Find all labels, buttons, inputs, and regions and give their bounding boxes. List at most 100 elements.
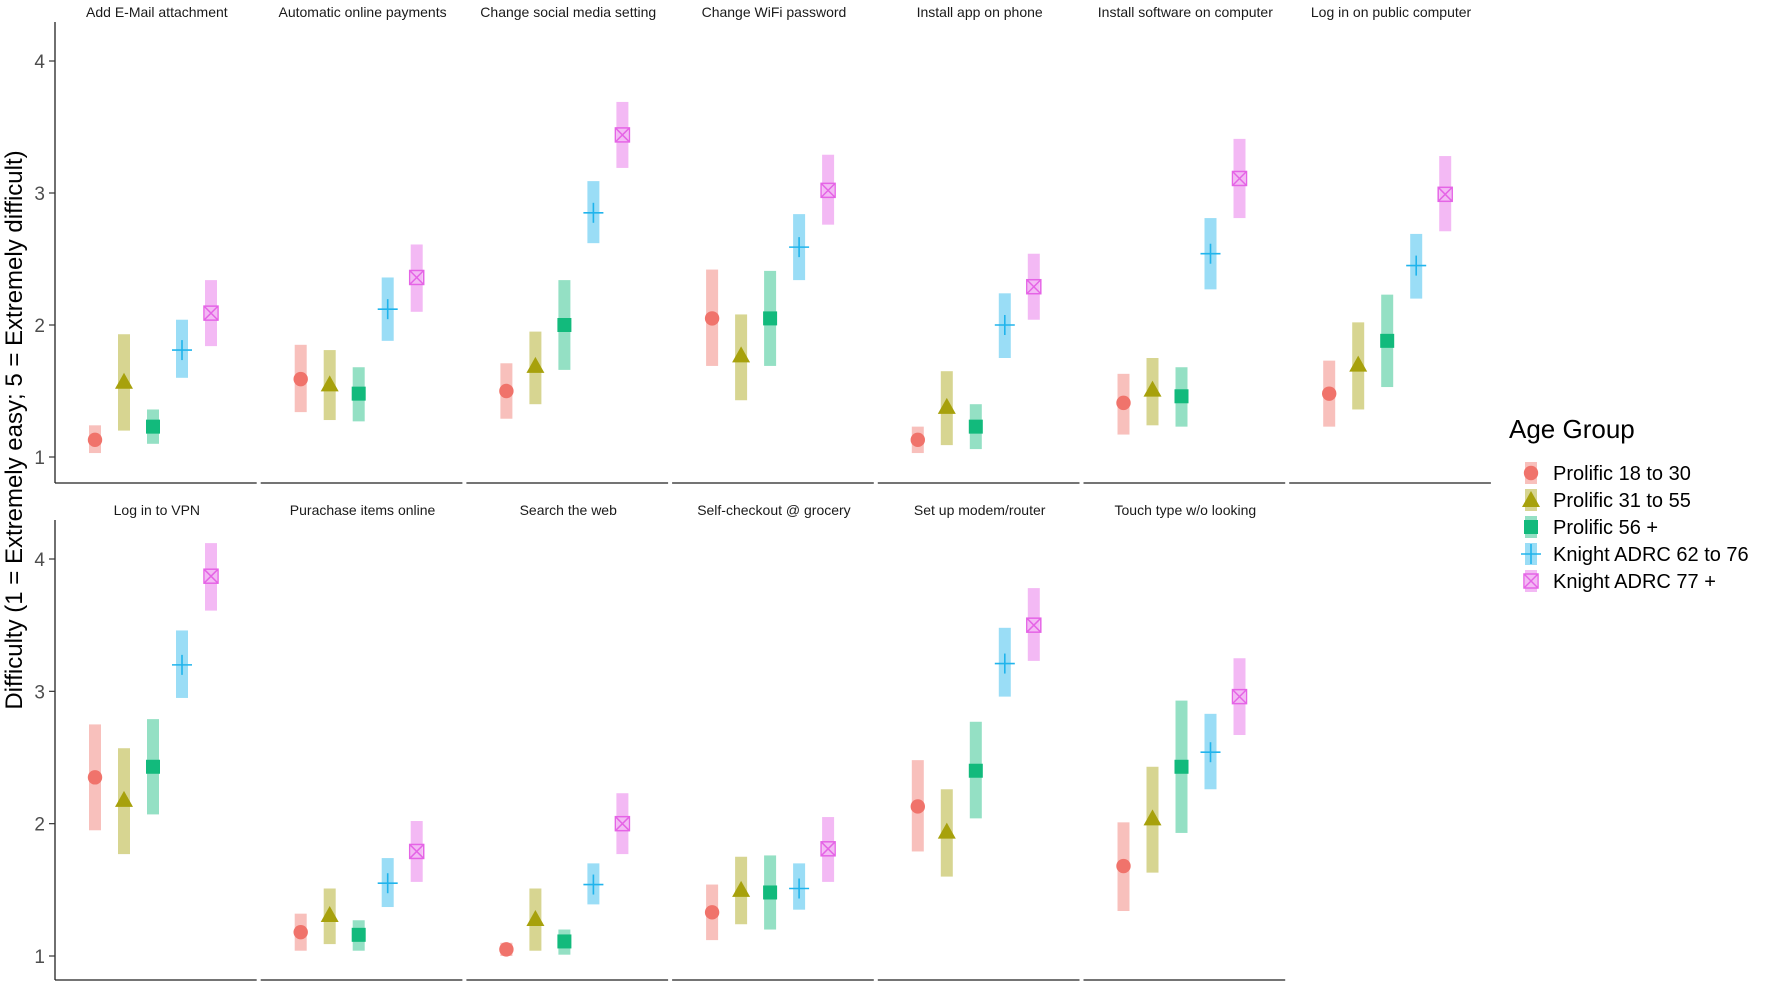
mean-point (203, 568, 219, 584)
mean-point (763, 311, 778, 326)
mean-point (87, 432, 103, 448)
facet-panel: Automatic online payments (260, 4, 463, 484)
mean-point (557, 934, 572, 949)
facet-panel: Install app on phone (877, 4, 1080, 484)
y-tick-label: 1 (34, 448, 45, 469)
facet-panel: Set up modem/router (877, 502, 1080, 981)
mean-point (172, 340, 192, 361)
mean-point (1026, 278, 1042, 295)
facet-title: Change WiFi password (702, 4, 847, 20)
y-tick-label: 2 (34, 316, 45, 337)
y-tick-label: 2 (34, 815, 45, 836)
mean-point (968, 419, 983, 434)
mean-point (408, 843, 425, 860)
facet-panel: Log in on public computer (1289, 4, 1491, 484)
mean-point (1349, 355, 1368, 372)
facet-title: Install software on computer (1098, 4, 1273, 20)
facet-title: Purachase items online (290, 502, 436, 518)
mean-point (351, 927, 366, 942)
mean-point (1200, 742, 1221, 763)
mean-point (203, 305, 219, 321)
mean-point (526, 356, 545, 373)
facet-title: Install app on phone (917, 4, 1043, 20)
mean-point (115, 372, 133, 389)
mean-point (1143, 380, 1162, 397)
facet-panel: Add E-Mail attachment (55, 4, 257, 484)
mean-point (968, 763, 983, 778)
mean-point (1322, 386, 1337, 401)
mean-point (910, 432, 925, 448)
mean-point (583, 874, 604, 895)
mean-point (1200, 243, 1221, 264)
mean-point (557, 318, 572, 332)
mean-point (293, 924, 308, 940)
facets-layer: Add E-Mail attachment Automatic online pa… (55, 4, 1491, 981)
mean-point (408, 269, 425, 286)
mean-point (1143, 809, 1162, 826)
legend-label: Prolific 18 to 30 (1553, 463, 1691, 485)
mean-point (732, 346, 751, 363)
mean-point (377, 873, 398, 894)
facet-title: Add E-Mail attachment (86, 4, 228, 20)
mean-point (1174, 759, 1189, 774)
mean-point (1231, 688, 1248, 705)
facet-title: Log in to VPN (114, 502, 200, 518)
mean-point (499, 942, 514, 957)
mean-point (1437, 186, 1453, 203)
mean-point (583, 202, 604, 223)
mean-point (115, 790, 133, 807)
mean-point (377, 299, 398, 320)
mean-point (789, 878, 810, 899)
mean-point (172, 654, 192, 675)
mean-point (614, 815, 631, 832)
mean-point (1116, 858, 1131, 874)
facet-panel: Search the web (466, 502, 669, 981)
mean-point (1231, 170, 1248, 187)
mean-point (1116, 395, 1131, 411)
facet-title: Search the web (520, 502, 617, 518)
facet-panel: Change WiFi password (672, 4, 874, 484)
mean-point (320, 375, 339, 392)
mean-point (763, 885, 778, 900)
facet-panel: Purachase items online (260, 502, 463, 981)
mean-point (910, 799, 925, 814)
facet-panel: Self-checkout @ grocery (672, 502, 874, 981)
y-tick-label: 1 (34, 947, 45, 968)
y-tick-label: 4 (34, 550, 45, 571)
mean-point (526, 909, 545, 926)
mean-point (614, 127, 631, 143)
mean-point (994, 653, 1015, 674)
mean-point (1406, 255, 1427, 276)
mean-point (1174, 389, 1189, 404)
mean-point (87, 770, 103, 785)
y-tick-label: 3 (34, 184, 45, 205)
mean-point (704, 311, 720, 326)
legend-key-marker (1524, 520, 1538, 534)
legend-title: Age Group (1509, 414, 1635, 444)
mean-point (293, 371, 308, 387)
facet-title: Touch type w/o looking (1115, 502, 1257, 518)
mean-point (499, 383, 514, 399)
y-tick-label: 4 (34, 52, 45, 73)
facet-title: Change social media setting (480, 4, 656, 20)
mean-point (146, 759, 160, 774)
legend-label: Knight ADRC 62 to 76 (1553, 544, 1749, 566)
legend-label: Prolific 31 to 55 (1553, 490, 1691, 512)
facet-panel: Log in to VPN (55, 502, 257, 981)
legend-key-marker (1523, 573, 1539, 589)
legend-key-marker (1523, 465, 1539, 481)
facet-panel: Touch type w/o looking (1083, 502, 1286, 981)
mean-point (704, 905, 720, 920)
facet-title: Self-checkout @ grocery (697, 502, 851, 518)
mean-point (937, 822, 956, 839)
facet-title: Automatic online payments (279, 4, 447, 20)
mean-point (732, 880, 751, 897)
y-axes-layer: 1 2 3 4 1 2 3 4 (34, 22, 56, 980)
mean-point (146, 419, 160, 434)
mean-point (789, 237, 810, 258)
mean-point (1026, 617, 1042, 633)
facet-title: Set up modem/router (914, 502, 1046, 518)
mean-point (994, 315, 1015, 335)
facet-title: Log in on public computer (1311, 4, 1472, 20)
